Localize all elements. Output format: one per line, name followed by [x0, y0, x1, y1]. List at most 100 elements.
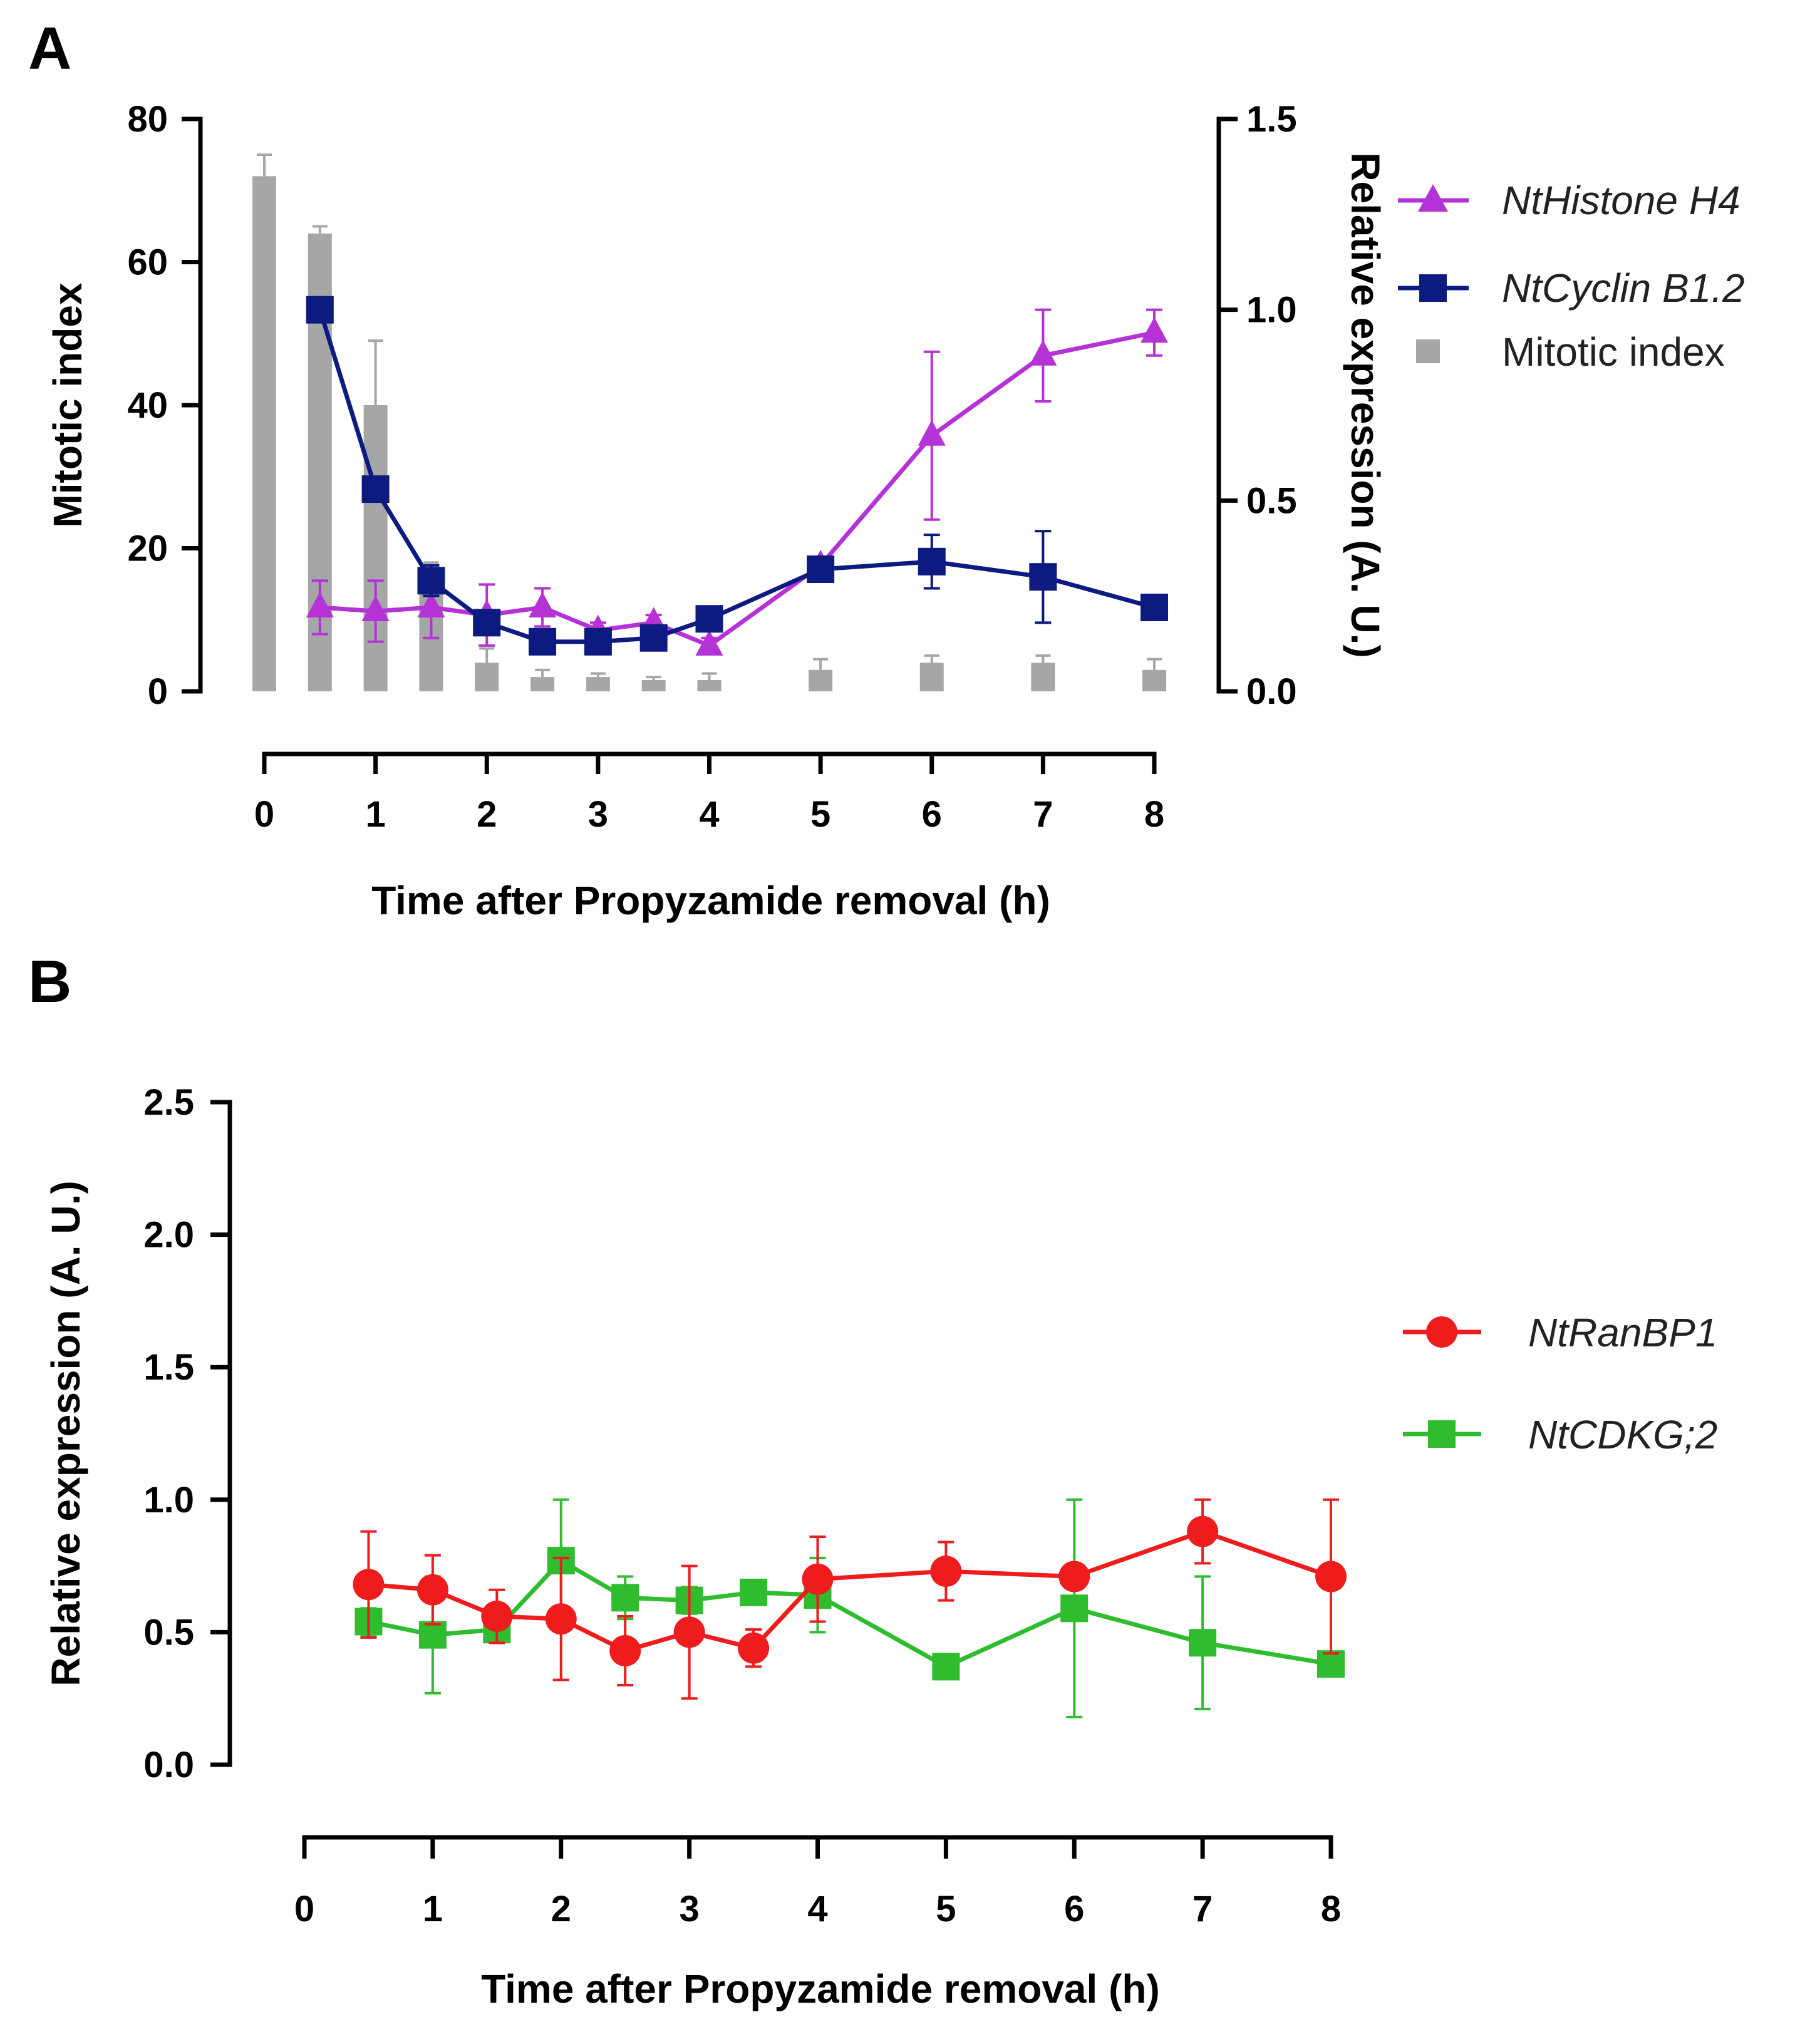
mitotic-index-bar	[475, 663, 499, 691]
panel-a-x-axis-title: Time after Propyzamide removal (h)	[371, 878, 1050, 923]
ntcdkg-2-point	[1060, 1594, 1089, 1623]
panel-a-x-tick-label: 1	[365, 794, 385, 835]
panel-a-right-y-ticks: 0.0 0.5 1.0 1.5	[1219, 99, 1297, 712]
panel-b-x-axis-title: Time after Propyzamide removal (h)	[481, 1966, 1160, 2011]
nthistone-h4-point	[1141, 317, 1168, 343]
panel-a-x-tick-label: 3	[588, 794, 608, 835]
panel-a-x-tick-label: 2	[477, 794, 497, 835]
panel-b-y-ticks: 0.0 0.5 1.0 1.5 2.0 2.5	[143, 1082, 230, 1785]
nthistone-h4-point	[529, 591, 557, 617]
panel-b-x-tick-label: 3	[679, 1889, 699, 1929]
legend-ranbp1-label: NtRanBP1	[1528, 1310, 1717, 1355]
ntranbp1-point	[802, 1563, 834, 1595]
mitotic-index-bar	[697, 680, 722, 691]
nthistone-h4-point	[306, 591, 334, 617]
nthistone-h4-point	[695, 629, 723, 656]
ntranbp1-point	[609, 1635, 641, 1667]
ntcyclin-b1-2-point	[695, 605, 723, 633]
panel-b-x-tick-label: 6	[1064, 1889, 1084, 1929]
panel-b-plot-area	[353, 1498, 1347, 1718]
panel-a-letter: A	[28, 15, 71, 82]
legend-cyclin-square-marker	[1419, 274, 1447, 302]
panel-b-legend: NtRanBP1 NtCDKG;2	[1403, 1310, 1717, 1457]
ntranbp1-point	[1058, 1561, 1090, 1592]
nthistone-h4-line	[319, 330, 1155, 648]
nthistone-h4-point	[918, 420, 946, 446]
ntcdkg-2-point	[611, 1584, 639, 1612]
mitotic-index-bar	[530, 677, 555, 691]
legend-mitotic-label: Mitotic index	[1502, 329, 1725, 374]
mitotic-index-bar	[919, 663, 944, 691]
ntcyclin-b1-2-point	[918, 547, 946, 576]
mitotic-index-bar	[1031, 663, 1055, 691]
mitotic-index-bar	[252, 176, 276, 691]
mitotic-index-bar	[586, 677, 610, 691]
ntranbp1-point	[416, 1574, 448, 1606]
series-nthistone-h4	[306, 308, 1168, 656]
legend-histone-label: NtHistone H4	[1502, 178, 1741, 223]
ntcdkg-2-point	[418, 1621, 447, 1649]
ntranbp1-point	[930, 1556, 962, 1587]
ntranbp1-point	[738, 1632, 770, 1664]
panel-b-y-axis-title: Relative expression (A. U.)	[43, 1180, 88, 1686]
panel-a-x-tick-label: 8	[1144, 794, 1164, 835]
ntcyclin-b1-2-point	[529, 627, 557, 656]
panel-b-y-tick-label: 2.5	[143, 1082, 194, 1123]
ntranbp1-line	[368, 1529, 1332, 1653]
mitotic-index-bar	[1142, 669, 1166, 691]
panel-b-letter: B	[28, 948, 71, 1015]
legend-ranbp1-circle-marker	[1426, 1316, 1457, 1348]
mitotic-index-bar	[809, 669, 833, 691]
panel-a-left-y-tick-label: 20	[127, 529, 168, 569]
panel-a-left-y-axis-title: Mitotic index	[45, 282, 90, 528]
ntcyclin-b1-2-point	[639, 624, 668, 652]
panel-b-y-tick-label: 2.0	[143, 1215, 194, 1256]
ntranbp1-point	[481, 1601, 513, 1633]
panel-b-y-tick-label: 0.0	[143, 1745, 194, 1785]
legend-mitotic-square-marker	[1416, 339, 1440, 363]
panel-b-y-tick-label: 1.0	[143, 1480, 194, 1520]
nthistone-h4-point	[361, 596, 390, 622]
legend-histone-triangle-marker	[1418, 184, 1448, 212]
ntcdkg-2-point	[740, 1578, 768, 1606]
ntranbp1-point	[1187, 1515, 1219, 1547]
ntcyclin-b1-2-point	[1141, 593, 1168, 621]
ntcdkg-2-point	[1189, 1629, 1217, 1657]
panel-a-legend: NtHistone H4 NtCyclin B1.2 Mitotic index	[1398, 178, 1745, 374]
mitotic-index-bar	[363, 405, 388, 691]
ntcdkg-2-point	[932, 1653, 960, 1681]
ntcyclin-b1-2-point	[1029, 563, 1057, 591]
panel-b-x-tick-label: 4	[807, 1889, 827, 1929]
panel-a-left-y-tick-label: 40	[127, 385, 168, 426]
panel-b-y-tick-label: 0.5	[143, 1612, 194, 1653]
panel-b-x-ticks: 0 1 2 3 4 5 6 7 8	[294, 1837, 1341, 1929]
panel-a-right-y-tick-label: 0.0	[1246, 671, 1297, 712]
ntranbp1-point	[353, 1569, 385, 1601]
legend-cdkg-square-marker	[1428, 1420, 1456, 1448]
panel-a-left-y-tick-label: 60	[127, 242, 168, 283]
legend-cdkg-label: NtCDKG;2	[1528, 1412, 1717, 1457]
ntcyclin-b1-2-point	[306, 296, 334, 324]
nthistone-h4-point	[1029, 339, 1057, 366]
panel-a-x-tick-label: 5	[810, 794, 830, 835]
mitotic-index-bar	[641, 680, 666, 691]
nthistone-h4-point	[417, 591, 445, 617]
ntcyclin-b1-2-point	[473, 609, 501, 637]
panel-a-x-tick-label: 4	[699, 794, 719, 835]
ntranbp1-point	[673, 1616, 705, 1648]
ntcyclin-b1-2-point	[584, 627, 612, 656]
panel-a-right-y-tick-label: 0.5	[1246, 480, 1297, 521]
ntcdkg-2-point	[1317, 1650, 1345, 1678]
series-ntcyclin-b1-2	[306, 296, 1168, 656]
panel-a-right-y-axis-title: Relative expression (A. U.)	[1343, 152, 1388, 658]
panel-a-left-y-ticks: 0 20 40 60 80	[127, 99, 200, 712]
ntranbp1-point	[1315, 1561, 1347, 1592]
panel-b-y-tick-label: 1.5	[143, 1347, 194, 1388]
legend-cyclin-label: NtCyclin B1.2	[1502, 266, 1745, 311]
panel-b-x-tick-label: 1	[423, 1889, 443, 1929]
panel-a-x-ticks: 0 1 2 3 4 5 6 7 8	[254, 754, 1164, 835]
ntcyclin-b1-2-point	[417, 567, 445, 595]
ntcyclin-b1-2-point	[807, 555, 835, 584]
panel-b-x-tick-label: 0	[294, 1889, 314, 1929]
